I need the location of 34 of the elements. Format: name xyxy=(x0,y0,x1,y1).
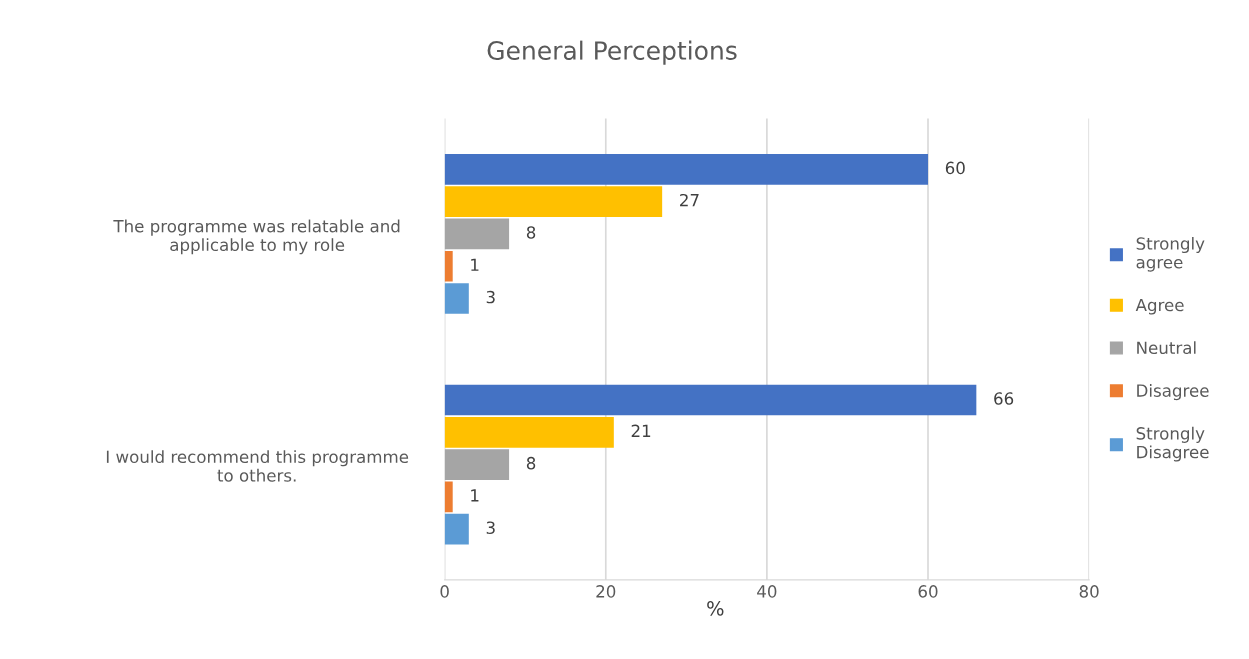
x-tick-label: 60 xyxy=(918,585,938,598)
data-label: 8 xyxy=(526,226,536,239)
data-label: 21 xyxy=(631,424,651,437)
x-tick-label: 20 xyxy=(596,585,616,598)
y-tick-label: I would recommend this programme to others. xyxy=(106,450,409,482)
bar xyxy=(444,481,453,513)
data-label: 1 xyxy=(471,258,479,271)
bar xyxy=(444,384,977,416)
data-label: 60 xyxy=(945,161,965,175)
y-tick-label: The programme was relatable and applicable to my role xyxy=(113,219,400,255)
data-label: 3 xyxy=(486,521,495,535)
data-label: 1 xyxy=(471,489,479,502)
legend-label: Neutral xyxy=(1137,341,1196,355)
chart-title: General Perceptions xyxy=(487,40,737,65)
x-axis-title: % xyxy=(707,601,724,616)
legend-label: Strongly Disagree xyxy=(1136,426,1209,462)
data-label: 27 xyxy=(680,193,699,207)
legend-label: Agree xyxy=(1135,298,1184,315)
bar xyxy=(444,218,510,250)
data-label: 66 xyxy=(994,392,1014,405)
bar xyxy=(444,513,469,545)
x-tick-label: 0 xyxy=(440,585,449,598)
legend-label: Disagree xyxy=(1137,384,1209,401)
data-label: 8 xyxy=(526,456,536,470)
bar xyxy=(444,283,469,314)
bar xyxy=(444,416,614,448)
bar xyxy=(444,154,929,185)
bar xyxy=(444,186,663,217)
data-label: 3 xyxy=(486,290,495,304)
legend-label: Strongly agree xyxy=(1136,236,1205,272)
x-tick-label: 40 xyxy=(757,585,777,598)
bar xyxy=(444,250,453,282)
x-tick-label: 80 xyxy=(1079,585,1099,598)
bar xyxy=(444,449,510,480)
